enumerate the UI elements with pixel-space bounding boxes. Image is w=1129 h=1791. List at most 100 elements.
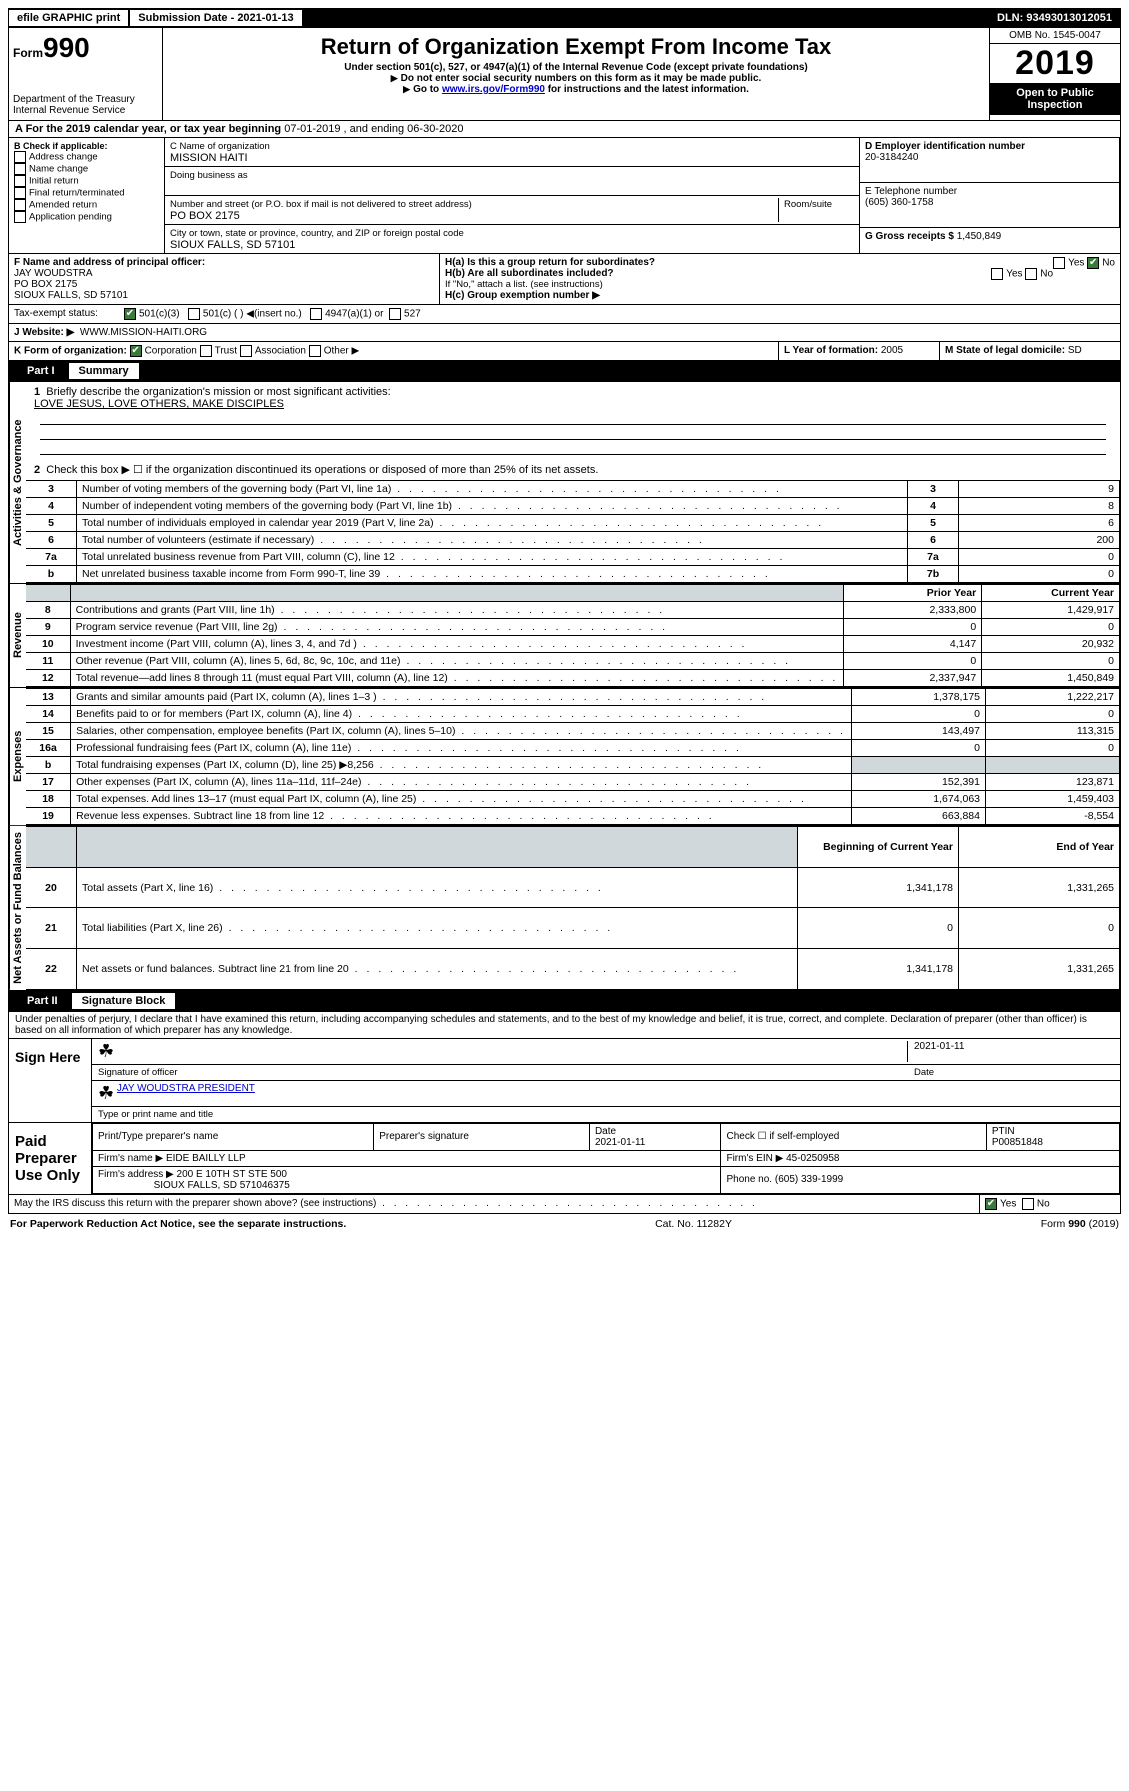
website-label: J Website: ▶ [14,327,74,338]
tax-year: 2019 [990,44,1120,83]
sign-date-label: Date [914,1067,1114,1078]
dba-label: Doing business as [170,170,248,181]
chk-hb-no[interactable] [1025,268,1037,280]
h-a-label: H(a) Is this a group return for subordin… [445,257,655,268]
footer: For Paperwork Reduction Act Notice, see … [8,1214,1121,1234]
vlabel-rev: Revenue [9,584,26,687]
chk-address[interactable] [14,151,26,163]
phone-value: (605) 360-1758 [865,197,933,208]
sign-here-label: Sign Here [9,1039,92,1122]
chk-pending[interactable] [14,211,26,223]
sign-date: 2021-01-11 [914,1041,964,1052]
chk-ha-no[interactable] [1087,257,1099,269]
domicile-label: M State of legal domicile: [945,345,1065,356]
part1-label: Part I [17,363,65,379]
perjury-text: Under penalties of perjury, I declare th… [8,1012,1121,1039]
opt-trust: Trust [215,346,237,357]
gross-label: G Gross receipts $ [865,231,954,242]
h-c-label: H(c) Group exemption number ▶ [445,290,600,301]
officer-signed-name[interactable]: JAY WOUDSTRA PRESIDENT [117,1083,255,1104]
firm-phone-label: Phone no. [726,1174,772,1185]
room-label: Room/suite [784,199,832,210]
ein-value: 20-3184240 [865,152,918,163]
form-header: Form990 Department of the Treasury Inter… [8,28,1121,121]
table-governance: 3Number of voting members of the governi… [26,480,1120,583]
firm-addr1: 200 E 10TH ST STE 500 [177,1169,287,1180]
firm-ein-label: Firm's EIN ▶ [726,1153,783,1164]
chk-amended[interactable] [14,199,26,211]
chk-final[interactable] [14,187,26,199]
sign-here-block: Sign Here ☘2021-01-11 Signature of offic… [8,1039,1121,1123]
footer-left: For Paperwork Reduction Act Notice, see … [10,1218,346,1230]
prep-sig-label: Preparer's signature [374,1123,590,1150]
ha-yes: Yes [1068,258,1084,269]
form-org-label: K Form of organization: [14,346,127,357]
phone-label: E Telephone number [865,186,957,197]
paid-preparer-label: Paid Preparer Use Only [9,1123,92,1194]
opt-501c3: 501(c)(3) [139,309,180,320]
sig-officer-label: Signature of officer [98,1067,914,1078]
opt-pending: Application pending [29,212,112,223]
chk-name[interactable] [14,163,26,175]
chk-527[interactable] [389,308,401,320]
chk-ha-yes[interactable] [1053,257,1065,269]
firm-name-label: Firm's name ▶ [98,1153,163,1164]
opt-final: Final return/terminated [29,188,125,199]
ein-label: D Employer identification number [865,141,1025,152]
chk-hb-yes[interactable] [991,268,1003,280]
form-number: 990 [43,32,90,63]
prep-self-emp: Check ☐ if self-employed [721,1123,986,1150]
block-b-heading: B Check if applicable: [14,141,159,151]
prep-date: 2021-01-11 [595,1137,645,1148]
chk-initial[interactable] [14,175,26,187]
opt-amended: Amended return [29,200,97,211]
opt-4947: 4947(a)(1) or [325,309,383,320]
part2-title: Signature Block [72,993,176,1009]
discuss-question: May the IRS discuss this return with the… [14,1198,376,1209]
chk-other[interactable] [309,345,321,357]
gross-value: 1,450,849 [957,231,1002,242]
efile-label[interactable]: efile GRAPHIC print [9,10,129,26]
year-formation-label: L Year of formation: [784,345,878,356]
prep-date-label: Date [595,1126,616,1137]
hb-no: No [1040,269,1053,280]
ptin-value: P00851848 [992,1137,1043,1148]
vlabel-gov: Activities & Governance [9,382,26,583]
submission-date: Submission Date - 2021-01-13 [129,9,302,27]
table-revenue: Prior YearCurrent Year8Contributions and… [26,584,1120,687]
officer-name: JAY WOUDSTRA [14,268,93,279]
q1-label: Briefly describe the organization's miss… [46,386,390,398]
vlabel-net: Net Assets or Fund Balances [9,826,26,990]
opt-501c: 501(c) ( ) ◀(insert no.) [203,309,302,320]
mission-text: LOVE JESUS, LOVE OTHERS, MAKE DISCIPLES [34,398,284,410]
chk-501c3[interactable] [124,308,136,320]
org-name: MISSION HAITI [170,152,248,164]
chk-assoc[interactable] [240,345,252,357]
chk-discuss-no[interactable] [1022,1198,1034,1210]
chk-501c[interactable] [188,308,200,320]
block-b: B Check if applicable: Address change Na… [9,138,165,253]
chk-corp[interactable] [130,345,142,357]
footer-mid: Cat. No. 11282Y [655,1218,732,1230]
opt-initial: Initial return [29,176,79,187]
note-goto-pre: Go to [413,84,442,95]
hb-yes: Yes [1006,269,1022,280]
firm-addr2: SIOUX FALLS, SD 571046375 [154,1180,290,1191]
opt-527: 527 [404,309,421,320]
part1-bar: Part I Summary [8,361,1121,382]
dln: DLN: 93493013012051 [989,10,1120,26]
top-bar: efile GRAPHIC print Submission Date - 20… [8,8,1121,28]
period-begin: 07-01-2019 [284,123,340,135]
officer-label: F Name and address of principal officer: [14,257,205,268]
chk-trust[interactable] [200,345,212,357]
note-ssn: Do not enter social security numbers on … [171,73,981,84]
chk-discuss-yes[interactable] [985,1198,997,1210]
form-title: Return of Organization Exempt From Incom… [171,34,981,60]
period-prefix: A For the 2019 calendar year, or tax yea… [15,123,284,135]
instructions-link[interactable]: www.irs.gov/Form990 [442,84,545,95]
form-subtitle: Under section 501(c), 527, or 4947(a)(1)… [171,62,981,73]
chk-4947[interactable] [310,308,322,320]
vlabel-exp: Expenses [9,688,26,825]
addr-value: PO BOX 2175 [170,210,240,222]
opt-assoc: Association [255,346,306,357]
